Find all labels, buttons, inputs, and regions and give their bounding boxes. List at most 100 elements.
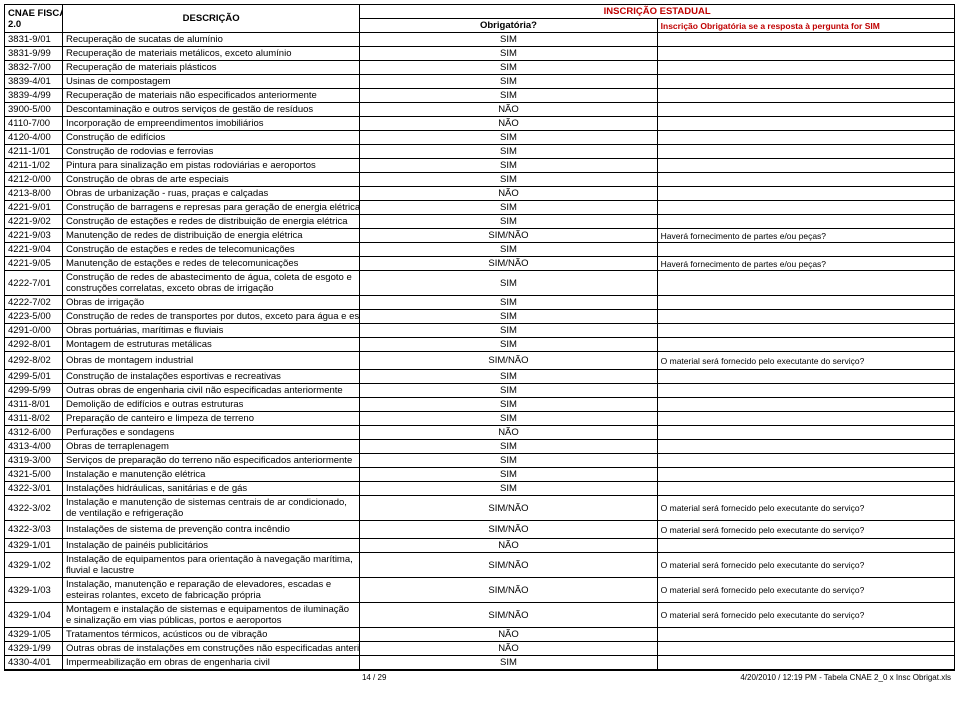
table-row: 3831-9/99Recuperação de materiais metáli… — [5, 47, 955, 61]
cell-pergunta — [657, 75, 954, 89]
cell-descricao: Recuperação de sucatas de alumínio — [63, 33, 360, 47]
cell-descricao: Serviços de preparação do terreno não es… — [63, 454, 360, 468]
cell-pergunta — [657, 482, 954, 496]
cell-descricao: Construção de instalações esportivas e r… — [63, 370, 360, 384]
table-row: 3839-4/01Usinas de compostagemSIM — [5, 75, 955, 89]
cell-obrigatoria: SIM/NÃO — [360, 578, 657, 603]
cell-descricao: Recuperação de materiais plásticos — [63, 61, 360, 75]
cell-pergunta — [657, 145, 954, 159]
footer-page: 14 / 29 — [362, 673, 386, 682]
cell-pergunta — [657, 103, 954, 117]
cell-pergunta — [657, 47, 954, 61]
cell-descricao: Instalação de painéis publicitários — [63, 539, 360, 553]
table-row: 4299-5/01Construção de instalações espor… — [5, 370, 955, 384]
table-row: 4221-9/04Construção de estações e redes … — [5, 243, 955, 257]
cell-code: 3831-9/01 — [5, 33, 63, 47]
cell-obrigatoria: SIM — [360, 89, 657, 103]
table-row: 3831-9/01Recuperação de sucatas de alumí… — [5, 33, 955, 47]
cell-descricao: Usinas de compostagem — [63, 75, 360, 89]
cell-code: 4292-8/01 — [5, 338, 63, 352]
cell-descricao: Construção de redes de transportes por d… — [63, 310, 360, 324]
cell-code: 4322-3/02 — [5, 496, 63, 521]
cell-pergunta — [657, 398, 954, 412]
header-inscricao-estadual: INSCRIÇÃO ESTADUAL — [360, 5, 955, 19]
cell-code: 4211-1/02 — [5, 159, 63, 173]
cell-code: 4221-9/01 — [5, 201, 63, 215]
table-row: 4319-3/00Serviços de preparação do terre… — [5, 454, 955, 468]
cell-descricao: Recuperação de materiais não especificad… — [63, 89, 360, 103]
cell-descricao: Manutenção de estações e redes de teleco… — [63, 257, 360, 271]
table-row: 4322-3/03Instalações de sistema de preve… — [5, 521, 955, 539]
cell-code: 3831-9/99 — [5, 47, 63, 61]
cell-descricao: Outras obras de engenharia civil não esp… — [63, 384, 360, 398]
cell-code: 4329-1/99 — [5, 642, 63, 656]
cell-obrigatoria: SIM — [360, 468, 657, 482]
cell-obrigatoria: SIM — [360, 131, 657, 145]
cell-pergunta — [657, 271, 954, 296]
cell-code: 4213-8/00 — [5, 187, 63, 201]
cell-descricao: Perfurações e sondagens — [63, 426, 360, 440]
cell-obrigatoria: SIM — [360, 324, 657, 338]
table-row: 4322-3/01Instalações hidráulicas, sanitá… — [5, 482, 955, 496]
cell-descricao: Construção de estações e redes de distri… — [63, 215, 360, 229]
cell-pergunta — [657, 33, 954, 47]
table-row: 4213-8/00Obras de urbanização - ruas, pr… — [5, 187, 955, 201]
cell-pergunta — [657, 173, 954, 187]
cell-pergunta — [657, 454, 954, 468]
table-row: 4292-8/01Montagem de estruturas metálica… — [5, 338, 955, 352]
table-row: 4311-8/01Demolição de edifícios e outras… — [5, 398, 955, 412]
cell-code: 4221-9/05 — [5, 257, 63, 271]
cell-obrigatoria: NÃO — [360, 426, 657, 440]
cell-pergunta — [657, 384, 954, 398]
cell-obrigatoria: SIM — [360, 159, 657, 173]
cell-descricao: Obras de montagem industrial — [63, 352, 360, 370]
cell-obrigatoria: SIM — [360, 454, 657, 468]
cell-code: 4322-3/03 — [5, 521, 63, 539]
cell-obrigatoria: SIM — [360, 384, 657, 398]
cell-code: 4221-9/04 — [5, 243, 63, 257]
cell-code: 4329-1/02 — [5, 553, 63, 578]
cell-code: 3832-7/00 — [5, 61, 63, 75]
cell-obrigatoria: SIM/NÃO — [360, 229, 657, 243]
cell-code: 4329-1/01 — [5, 539, 63, 553]
cell-descricao: Incorporação de empreendimentos imobiliá… — [63, 117, 360, 131]
cell-obrigatoria: SIM — [360, 201, 657, 215]
table-row: 4329-1/03Instalação, manutenção e repara… — [5, 578, 955, 603]
table-row: 4329-1/05Tratamentos térmicos, acústicos… — [5, 628, 955, 642]
cell-pergunta — [657, 412, 954, 426]
cell-code: 4291-0/00 — [5, 324, 63, 338]
table-row: 4212-0/00Construção de obras de arte esp… — [5, 173, 955, 187]
cell-pergunta — [657, 89, 954, 103]
cell-pergunta — [657, 215, 954, 229]
cell-code: 4120-4/00 — [5, 131, 63, 145]
cell-descricao: Construção de edifícios — [63, 131, 360, 145]
cell-obrigatoria: SIM — [360, 656, 657, 670]
cell-pergunta — [657, 243, 954, 257]
cell-pergunta — [657, 310, 954, 324]
cell-obrigatoria: NÃO — [360, 642, 657, 656]
cell-code: 4313-4/00 — [5, 440, 63, 454]
header-cnae-line2: 2.0 — [8, 19, 59, 30]
table-row: 4329-1/02Instalação de equipamentos para… — [5, 553, 955, 578]
cell-code: 3839-4/01 — [5, 75, 63, 89]
cell-descricao: Obras portuárias, marítimas e fluviais — [63, 324, 360, 338]
cell-descricao: Construção de estações e redes de teleco… — [63, 243, 360, 257]
cell-pergunta: O material será fornecido pelo executant… — [657, 521, 954, 539]
table-row: 4221-9/01Construção de barragens e repre… — [5, 201, 955, 215]
cell-obrigatoria: SIM — [360, 75, 657, 89]
cell-code: 4329-1/03 — [5, 578, 63, 603]
table-row: 4223-5/00Construção de redes de transpor… — [5, 310, 955, 324]
cell-obrigatoria: SIM/NÃO — [360, 603, 657, 628]
cell-pergunta: O material será fornecido pelo executant… — [657, 352, 954, 370]
cell-obrigatoria: SIM/NÃO — [360, 521, 657, 539]
cell-code: 3900-5/00 — [5, 103, 63, 117]
cell-code: 4311-8/02 — [5, 412, 63, 426]
cell-obrigatoria: SIM — [360, 338, 657, 352]
cell-descricao: Recuperação de materiais metálicos, exce… — [63, 47, 360, 61]
cell-obrigatoria: SIM — [360, 310, 657, 324]
cell-obrigatoria: NÃO — [360, 103, 657, 117]
cell-pergunta: Haverá fornecimento de partes e/ou peças… — [657, 229, 954, 243]
cell-descricao: Construção de obras de arte especiais — [63, 173, 360, 187]
cell-obrigatoria: SIM — [360, 412, 657, 426]
table-row: 4221-9/03Manutenção de redes de distribu… — [5, 229, 955, 243]
